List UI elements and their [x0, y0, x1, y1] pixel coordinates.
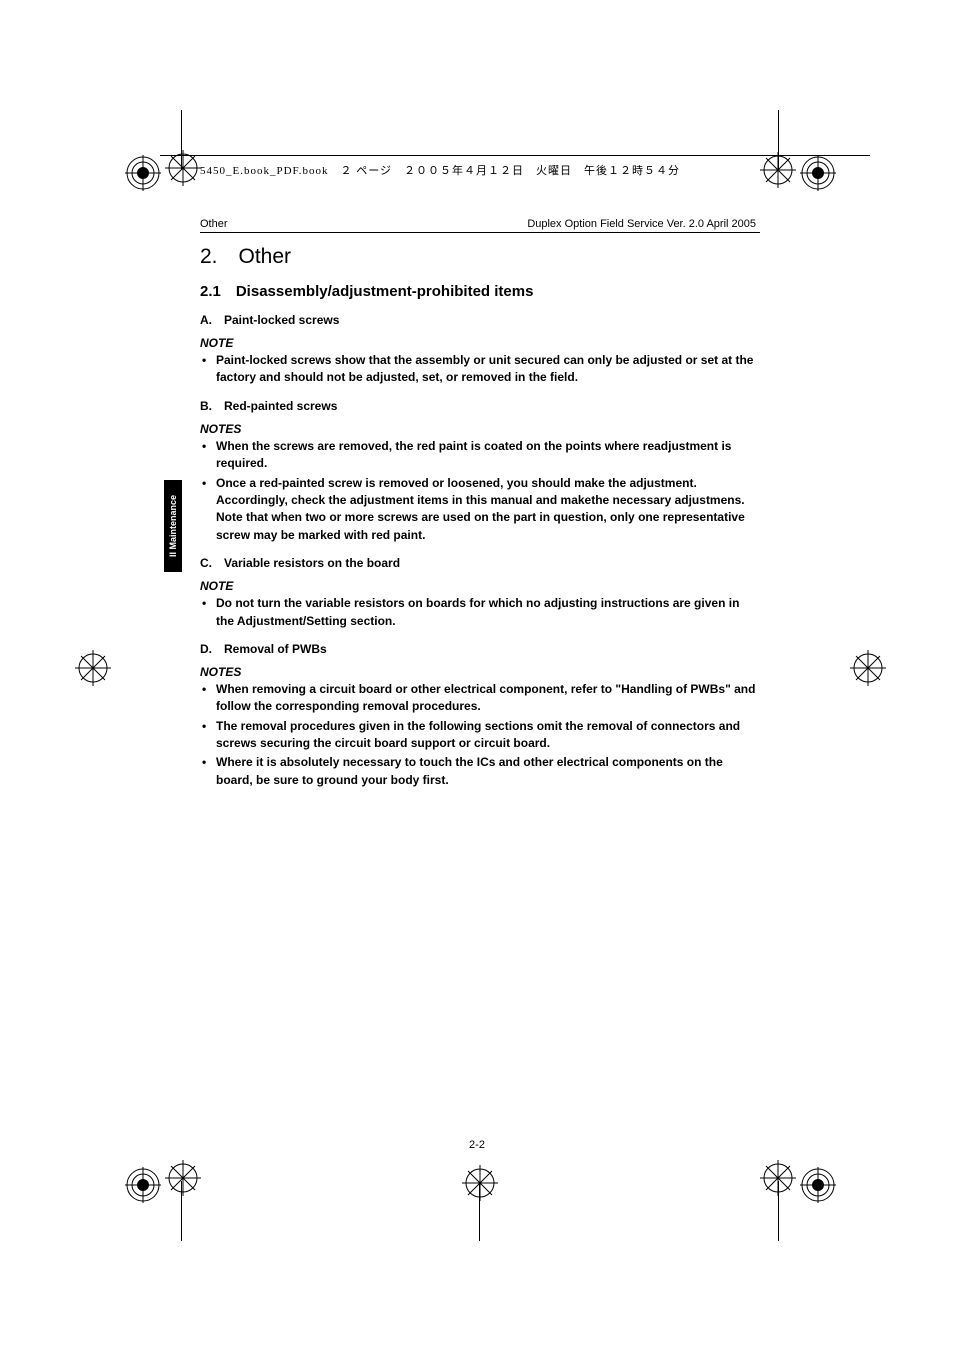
- reg-mark-bot-center: [462, 1165, 498, 1201]
- crop-line: [181, 110, 182, 170]
- note-label: NOTE: [200, 579, 760, 593]
- bullet-item: The removal procedures given in the foll…: [200, 718, 760, 753]
- section-b: B. Red-painted screws NOTES When the scr…: [200, 397, 760, 544]
- reg-mark-bot-left-outer: [125, 1167, 161, 1203]
- note-label: NOTE: [200, 336, 760, 350]
- crop-line: [778, 110, 779, 170]
- reg-mark-right-mid-1: [850, 650, 886, 686]
- subsection-b-title: B. Red-painted screws: [200, 397, 760, 414]
- reg-mark-bot-left-inner: [165, 1160, 201, 1196]
- page-number: 2-2: [0, 1139, 954, 1151]
- reg-mark-bot-right-outer: [800, 1167, 836, 1203]
- bullet-list: Do not turn the variable resistors on bo…: [200, 595, 760, 630]
- bullet-item: Paint-locked screws show that the assemb…: [200, 352, 760, 387]
- reg-mark-left-mid-1: [75, 650, 111, 686]
- bullet-item: Do not turn the variable resistors on bo…: [200, 595, 760, 630]
- running-header-rule: [200, 232, 760, 233]
- main-content: 2. Other 2.1 Disassembly/adjustment-proh…: [200, 240, 760, 799]
- section-title: 2.1 Disassembly/adjustment-prohibited it…: [200, 280, 760, 301]
- side-tab-label: II Maintenance: [164, 480, 182, 572]
- bullet-item: When the screws are removed, the red pai…: [200, 438, 760, 473]
- reg-mark-top-right-outer: [800, 155, 836, 191]
- note-label: NOTES: [200, 665, 760, 679]
- bullet-list: When the screws are removed, the red pai…: [200, 438, 760, 544]
- crop-line: [181, 1181, 182, 1241]
- bullet-item: When removing a circuit board or other e…: [200, 681, 760, 716]
- header-rule: [160, 155, 870, 156]
- bullet-item: Once a red-painted screw is removed or l…: [200, 475, 760, 545]
- section-c: C. Variable resistors on the board NOTE …: [200, 554, 760, 630]
- crop-line: [479, 1183, 480, 1241]
- subsection-a-title: A. Paint-locked screws: [200, 311, 760, 328]
- crop-line: [778, 1181, 779, 1241]
- running-header-left: Other: [200, 218, 228, 230]
- note-label: NOTES: [200, 422, 760, 436]
- section-a: A. Paint-locked screws NOTE Paint-locked…: [200, 311, 760, 387]
- bullet-list: When removing a circuit board or other e…: [200, 681, 760, 789]
- subsection-d-title: D. Removal of PWBs: [200, 640, 760, 657]
- subsection-c-title: C. Variable resistors on the board: [200, 554, 760, 571]
- section-d: D. Removal of PWBs NOTES When removing a…: [200, 640, 760, 789]
- book-info: 5450_E.book_PDF.book ２ ページ ２００５年４月１２日 火曜…: [200, 162, 680, 178]
- bullet-list: Paint-locked screws show that the assemb…: [200, 352, 760, 387]
- bullet-item: Where it is absolutely necessary to touc…: [200, 754, 760, 789]
- reg-mark-top-left-outer: [125, 155, 161, 191]
- chapter-title: 2. Other: [200, 240, 760, 270]
- running-header-right: Duplex Option Field Service Ver. 2.0 Apr…: [527, 218, 756, 230]
